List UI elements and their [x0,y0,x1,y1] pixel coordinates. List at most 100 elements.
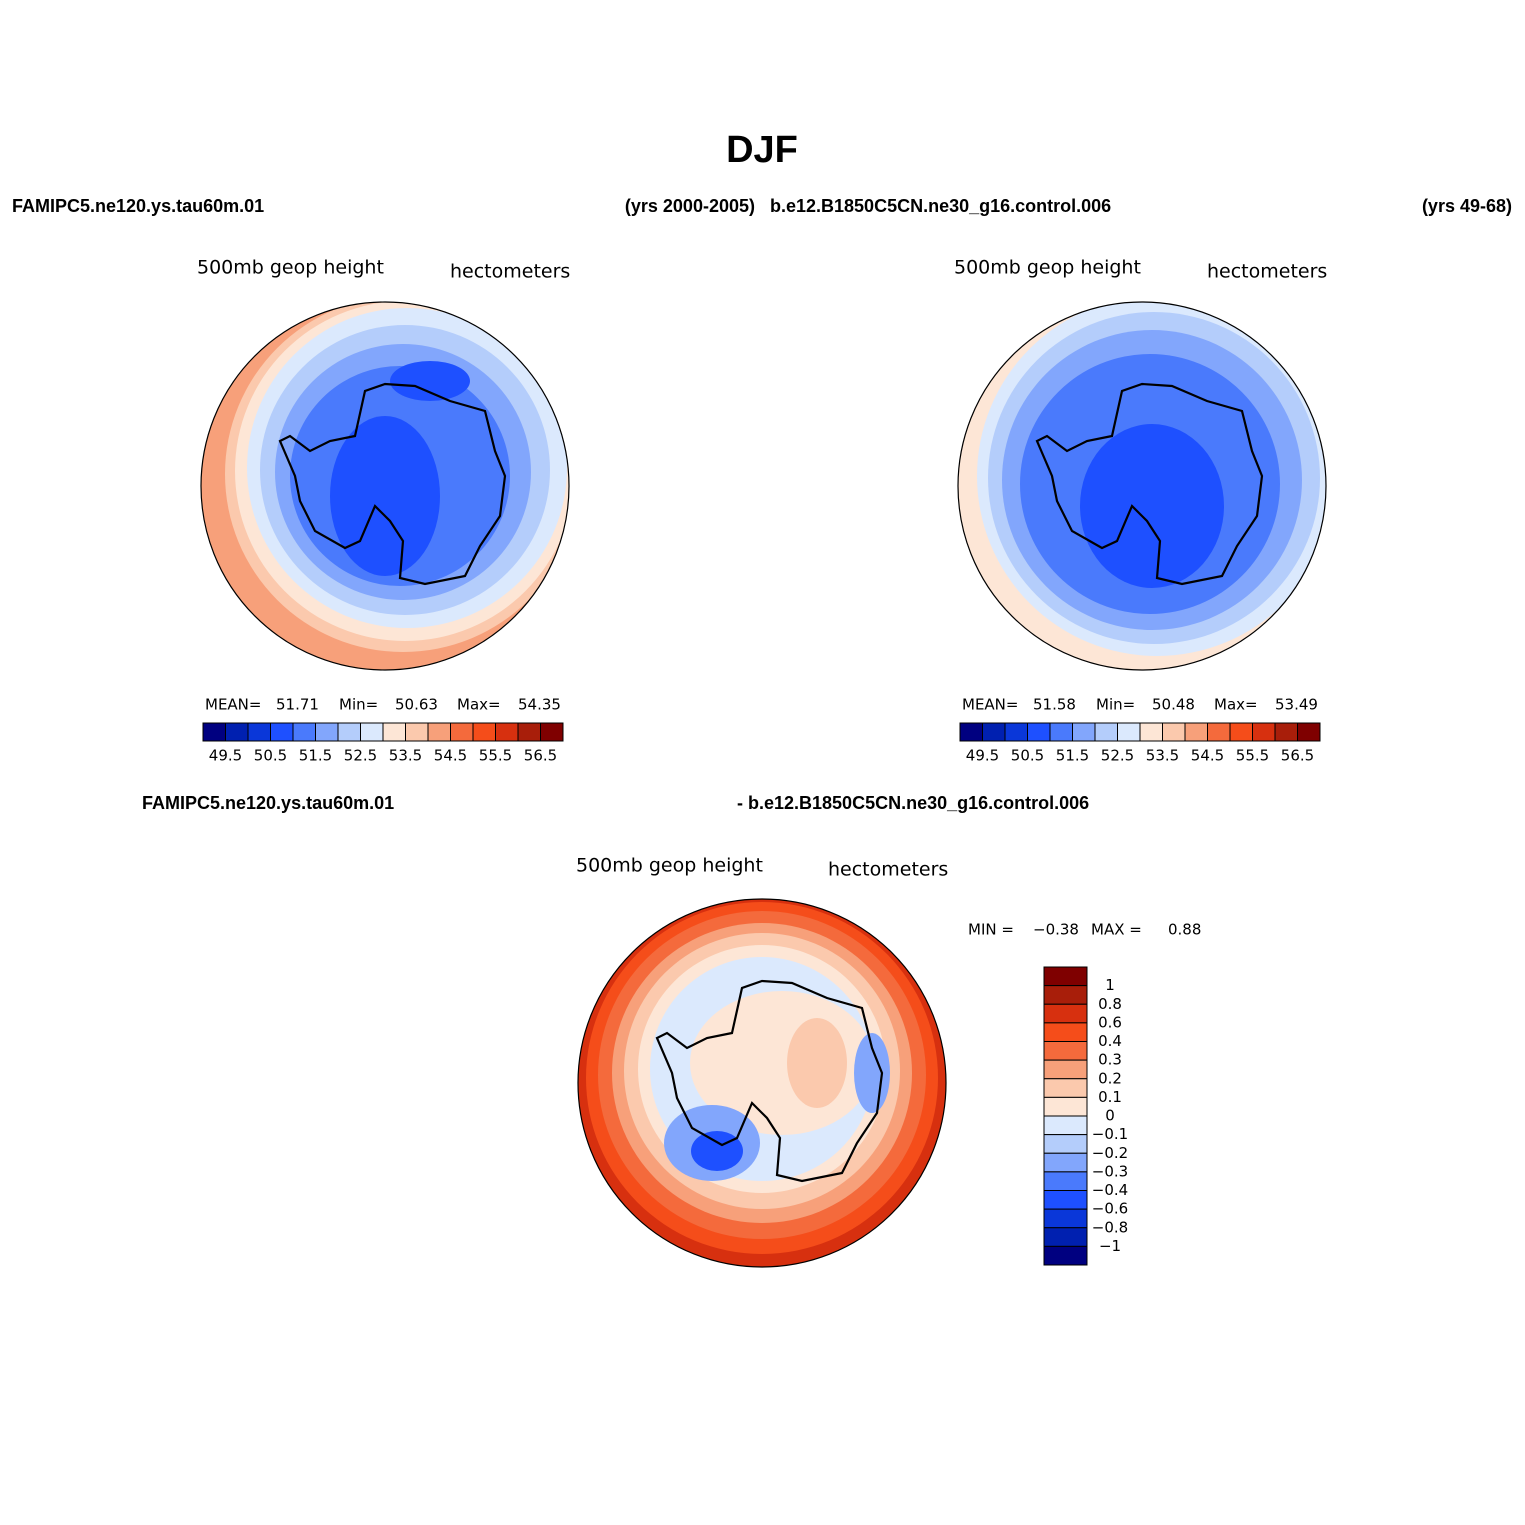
colorbar-label: 0.6 [1098,1013,1122,1031]
colorbar-label: 0.2 [1098,1069,1122,1087]
colorbar-box [1027,722,1051,742]
colorbar-box [337,722,361,742]
colorbar-label: −0.3 [1092,1162,1128,1180]
colorbar-box [292,722,316,742]
map [958,302,1326,670]
colorbar-label: 53.5 [1146,747,1179,765]
left-years: (yrs 2000-2005) [625,196,755,216]
units-label: hectometers [828,859,948,881]
colorbar-box [270,722,294,742]
stat: MEAN= [205,696,261,714]
right-years: (yrs 49-68) [1422,196,1512,216]
colorbar-label: 51.5 [1056,747,1089,765]
contour-fill [854,1033,890,1113]
colorbar-box [202,722,226,742]
coastline [1035,382,1264,586]
map-border [577,898,947,1268]
colorbar-box [382,722,406,742]
stat: 0.88 [1168,921,1201,939]
colorbar-box [1043,1115,1088,1136]
coastline [278,382,507,586]
colorbar-label: 55.5 [479,747,512,765]
colorbar-label: 55.5 [1236,747,1269,765]
colorbar-box [1043,1152,1088,1173]
colorbar-box [1229,722,1253,742]
colorbar-label: 49.5 [209,747,242,765]
colorbar-box [472,722,496,742]
colorbar-box [1004,722,1028,742]
colorbar-label: 0.3 [1098,1051,1122,1069]
colorbar-label: 54.5 [434,747,467,765]
stat: 53.49 [1275,696,1318,714]
stat: −0.38 [1033,921,1079,939]
coastline [655,979,884,1183]
colorbar-label: −0.2 [1092,1144,1128,1162]
colorbar-box [450,722,474,742]
colorbar-box [1139,722,1163,742]
contour-fill [691,1131,743,1171]
colorbar-label: 0.4 [1098,1032,1122,1050]
colorbar-label: 56.5 [524,747,557,765]
left-case: FAMIPC5.ne120.ys.tau60m.01 [12,196,264,216]
map [578,899,946,1267]
variable-label: 500mb geop height [576,855,763,877]
colorbar-label: 0.8 [1098,995,1122,1013]
map [201,302,569,670]
contour-fill [330,416,440,576]
colorbar-box [1184,722,1208,742]
stat: MAX = [1091,921,1142,939]
colorbar-label: 1 [1105,976,1115,994]
colorbar-box [427,722,451,742]
right-case: b.e12.B1850C5CN.ne30_g16.control.006 [770,196,1111,216]
colorbar-box [1043,1208,1088,1229]
colorbar-box [1043,1096,1088,1117]
colorbar-box [1043,1171,1088,1191]
colorbar-box [1049,722,1073,742]
colorbar-box [1117,722,1141,742]
colorbar-box [1274,722,1298,742]
variable-label: 500mb geop height [954,257,1141,279]
colorbar-label: 52.5 [1101,747,1134,765]
stat: MEAN= [962,696,1018,714]
colorbar-box [1043,1134,1088,1154]
colorbar-box [959,722,983,742]
colorbar-box [540,722,564,742]
stat: 54.35 [518,696,561,714]
map-border [200,301,570,671]
colorbar-box [1043,1059,1088,1080]
colorbar-box [1252,722,1276,742]
diff-case-b: - b.e12.B1850C5CN.ne30_g16.control.006 [737,793,1089,813]
contour-fill [787,1018,847,1108]
colorbar-label: −0.1 [1092,1125,1128,1143]
colorbar-box [1043,966,1088,987]
colorbar-label: −0.8 [1092,1218,1128,1236]
colorbar-box [1043,1245,1088,1266]
units-label: hectometers [1207,261,1327,283]
colorbar-box [1043,985,1088,1005]
colorbar-box [1043,1078,1088,1098]
colorbar-label: −0.6 [1092,1200,1128,1218]
colorbar-label: −1 [1099,1237,1121,1255]
colorbar-label: 53.5 [389,747,422,765]
contour-fill [390,361,470,401]
colorbar-box [982,722,1006,742]
colorbar-label: 51.5 [299,747,332,765]
colorbar-box [495,722,519,742]
contour-fill [1080,424,1224,588]
colorbar-box [315,722,339,742]
colorbar-box [1043,1227,1088,1247]
stat: Min= [339,696,378,714]
stat: Min= [1096,696,1135,714]
colorbar-box [1072,722,1096,742]
colorbar-label: 52.5 [344,747,377,765]
colorbar-label: 56.5 [1281,747,1314,765]
colorbar-box [1043,1022,1088,1042]
colorbar-box [1162,722,1186,742]
colorbar-label: 0 [1105,1107,1115,1125]
colorbar-box [517,722,541,742]
colorbar-box [1043,1190,1088,1210]
colorbar-label: 50.5 [1011,747,1044,765]
colorbar-label: −0.4 [1092,1181,1128,1199]
colorbar-box [1094,722,1118,742]
